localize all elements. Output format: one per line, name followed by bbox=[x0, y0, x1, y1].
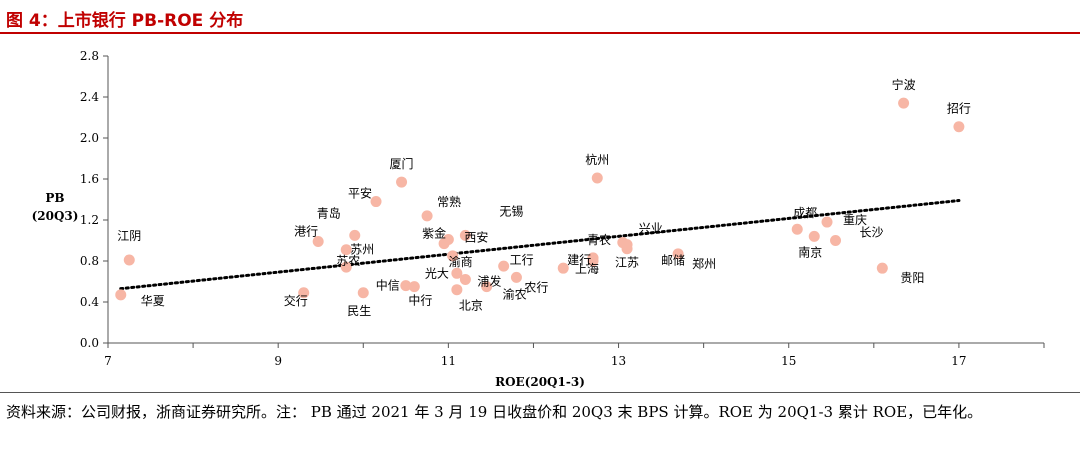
point-label-渝农: 渝农 bbox=[503, 287, 527, 302]
x-tick-label: 9 bbox=[274, 354, 282, 368]
chart-axes: 0.0 0.4 0.8 1.2 1.6 2.0 2.4 2.8 7 9 11 13 15 17 bbox=[80, 49, 1045, 368]
data-point-重庆 bbox=[821, 216, 833, 228]
point-label-紫金: 紫金 bbox=[422, 226, 446, 241]
point-label-农行: 农行 bbox=[524, 280, 548, 294]
y-tick-label: 1.6 bbox=[80, 172, 99, 186]
data-point-农行 bbox=[510, 271, 522, 283]
point-label-中信: 中信 bbox=[376, 278, 400, 293]
title-underline bbox=[0, 32, 1080, 34]
x-tick-label: 11 bbox=[441, 354, 456, 368]
x-tick-label: 15 bbox=[781, 354, 796, 368]
point-label-华夏: 华夏 bbox=[141, 294, 165, 308]
point-label-杭州: 杭州 bbox=[585, 152, 609, 167]
x-tick-label: 7 bbox=[104, 354, 112, 368]
point-label-苏州: 苏州 bbox=[350, 243, 374, 257]
point-label-青农: 青农 bbox=[587, 233, 611, 247]
point-label-宁波: 宁波 bbox=[892, 77, 916, 92]
data-points bbox=[115, 97, 965, 301]
x-axis-title: ROE(20Q1-3) bbox=[495, 375, 585, 389]
point-label-江阴: 江阴 bbox=[117, 229, 141, 243]
data-point-贵阳 bbox=[876, 262, 888, 274]
point-label-南京: 南京 bbox=[798, 244, 822, 259]
trendline-group bbox=[119, 199, 961, 291]
y-tick-label: 2.0 bbox=[80, 131, 99, 145]
data-point-杭州 bbox=[591, 172, 603, 184]
point-label-重庆: 重庆 bbox=[843, 213, 867, 227]
point-label-无锡: 无锡 bbox=[499, 203, 523, 218]
point-label-港行: 港行 bbox=[294, 225, 318, 239]
data-point-宁波 bbox=[898, 97, 910, 109]
data-point-光大 bbox=[451, 267, 463, 279]
data-point-平安 bbox=[370, 196, 382, 208]
point-label-西安: 西安 bbox=[464, 229, 488, 244]
point-label-青岛: 青岛 bbox=[317, 205, 341, 220]
y-tick-label: 0.8 bbox=[80, 254, 99, 268]
data-point-厦门 bbox=[396, 176, 408, 188]
y-tick-label: 0.0 bbox=[80, 336, 99, 350]
point-label-兴业: 兴业 bbox=[639, 222, 663, 236]
point-label-招行: 招行 bbox=[947, 102, 971, 116]
data-point-北京 bbox=[451, 284, 463, 296]
data-point-邮储 bbox=[621, 243, 633, 255]
point-label-建行: 建行 bbox=[567, 253, 591, 267]
point-label-江苏: 江苏 bbox=[615, 256, 639, 270]
y-axis-title: PB bbox=[45, 191, 64, 205]
data-point-建行 bbox=[557, 262, 569, 274]
trendline bbox=[119, 199, 961, 291]
data-point-成都 bbox=[791, 223, 803, 235]
x-tick-label: 17 bbox=[951, 354, 966, 368]
y-tick-label: 2.8 bbox=[80, 49, 99, 63]
data-point-渝农 bbox=[481, 281, 493, 293]
data-point-西安 bbox=[442, 233, 454, 245]
bottom-rule bbox=[0, 392, 1080, 393]
data-point-江阴 bbox=[123, 254, 135, 266]
data-point-民生 bbox=[357, 287, 369, 299]
data-point-常熟 bbox=[421, 210, 433, 222]
data-point-工行 bbox=[498, 260, 510, 272]
data-point-中行 bbox=[408, 281, 420, 293]
figure-title: 图 4：上市银行 PB-ROE 分布 bbox=[6, 11, 244, 31]
data-point-labels: 宁波招行杭州 厦门平安常熟青岛 成都重庆南京 长沙 江阴 港行苏州苏农 紫金 无锡西安渝商光大… bbox=[117, 77, 971, 318]
point-label-交行: 交行 bbox=[284, 293, 308, 308]
source-note: 资料来源：公司财报，浙商证券研究所。注： PB 通过 2021 年 3 月 19… bbox=[6, 403, 983, 421]
point-label-光大: 光大 bbox=[425, 266, 449, 280]
data-point-交行 bbox=[298, 287, 310, 299]
x-tick-label: 13 bbox=[611, 354, 626, 368]
point-label-民生: 民生 bbox=[347, 304, 371, 318]
point-label-贵阳: 贵阳 bbox=[900, 271, 924, 285]
data-point-港行 bbox=[312, 236, 324, 248]
point-label-苏农: 苏农 bbox=[336, 254, 360, 268]
point-label-渝商: 渝商 bbox=[449, 254, 473, 269]
point-label-郑州: 郑州 bbox=[692, 256, 716, 271]
data-point-华夏 bbox=[115, 289, 127, 301]
data-point-苏农 bbox=[340, 261, 352, 273]
data-point-青农 bbox=[587, 252, 599, 264]
point-label-厦门: 厦门 bbox=[390, 156, 414, 171]
data-point-渝商 bbox=[447, 250, 459, 262]
data-point-青岛 bbox=[349, 229, 361, 241]
data-point-招行 bbox=[953, 121, 965, 133]
y-axis-subtitle: (20Q3) bbox=[32, 209, 79, 223]
point-label-工行: 工行 bbox=[510, 253, 534, 267]
scatter-chart: 0.0 0.4 0.8 1.2 1.6 2.0 2.4 2.8 7 9 11 13 15 17 宁波招行杭… bbox=[32, 49, 1045, 389]
point-label-常熟: 常熟 bbox=[437, 194, 461, 209]
point-label-长沙: 长沙 bbox=[860, 226, 884, 240]
point-label-成都: 成都 bbox=[793, 206, 817, 220]
y-tick-label: 1.2 bbox=[80, 213, 99, 227]
y-tick-label: 2.4 bbox=[80, 90, 99, 104]
point-label-北京: 北京 bbox=[459, 299, 483, 313]
y-tick-label: 0.4 bbox=[80, 295, 99, 309]
data-point-无锡 bbox=[459, 229, 471, 241]
point-label-平安: 平安 bbox=[348, 186, 372, 201]
data-point-郑州 bbox=[672, 248, 684, 260]
data-point-中信 bbox=[400, 280, 412, 292]
point-label-上海: 上海 bbox=[575, 261, 599, 276]
data-point-长沙 bbox=[830, 235, 842, 246]
data-point-南京 bbox=[808, 230, 820, 242]
data-point-苏州 bbox=[340, 244, 352, 256]
data-point-浦发 bbox=[459, 273, 471, 285]
point-label-浦发: 浦发 bbox=[477, 273, 501, 288]
point-label-邮储: 邮储 bbox=[661, 253, 685, 268]
point-label-中行: 中行 bbox=[408, 293, 432, 308]
